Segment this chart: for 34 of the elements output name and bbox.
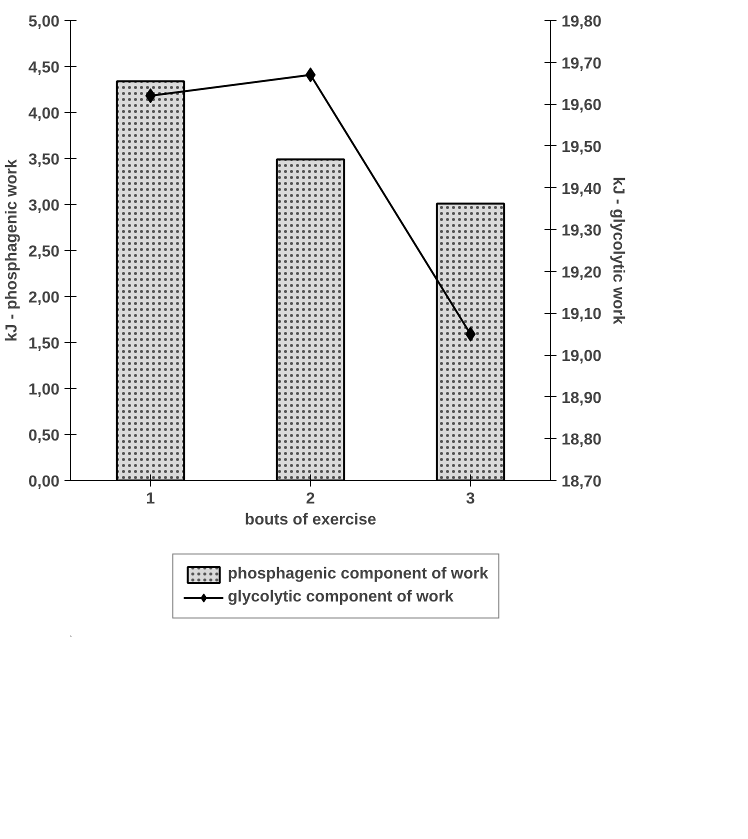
y-tick-label: 5,00 <box>28 14 60 30</box>
x-tick-label: 1 <box>146 490 156 508</box>
y2-tick-label: 18,80 <box>562 432 602 449</box>
y2-tick-label: 18,90 <box>562 390 602 407</box>
legend-label: glycolytic component of work <box>228 588 454 606</box>
legend-label: phosphagenic component of work <box>228 566 488 584</box>
y2-tick-label: 19,30 <box>562 222 602 240</box>
point <box>305 67 316 82</box>
x-tick-label: 2 <box>306 490 316 508</box>
y-tick-label: 0,00 <box>28 474 60 490</box>
y-axis-title: kJ - phosphagenic work <box>3 159 20 342</box>
y2-tick-label: 19,70 <box>562 55 602 72</box>
point <box>145 88 156 104</box>
y2-tick-label: 19,00 <box>562 348 602 366</box>
y-tick-label: 3,00 <box>28 198 60 214</box>
y-tick-label: 3,50 <box>28 152 60 168</box>
y2-axis-title: kJ - glycolytic work <box>610 176 627 324</box>
y2-tick-label: 19,80 <box>562 14 602 30</box>
y-tick-label: 1,00 <box>28 382 60 398</box>
y2-tick-label: 19,10 <box>562 306 602 324</box>
y-tick-label: 4,50 <box>28 60 60 76</box>
y2-tick-label: 19,40 <box>562 180 602 198</box>
x-tick-label: 3 <box>466 490 476 508</box>
y-tick-label: 4,00 <box>28 106 60 122</box>
y-tick-label: 1,50 <box>28 336 60 352</box>
y-tick-label: 0,50 <box>28 428 60 444</box>
y2-tick-label: 18,70 <box>562 474 602 490</box>
point <box>465 326 476 342</box>
x-axis-title: bouts of exercise <box>244 512 376 528</box>
y-tick-label: 2,00 <box>28 290 60 306</box>
y2-tick-label: 19,60 <box>562 97 602 114</box>
y2-tick-label: 19,50 <box>562 138 602 156</box>
y2-tick-label: 19,20 <box>562 264 602 282</box>
y-tick-label: 2,50 <box>28 244 60 260</box>
